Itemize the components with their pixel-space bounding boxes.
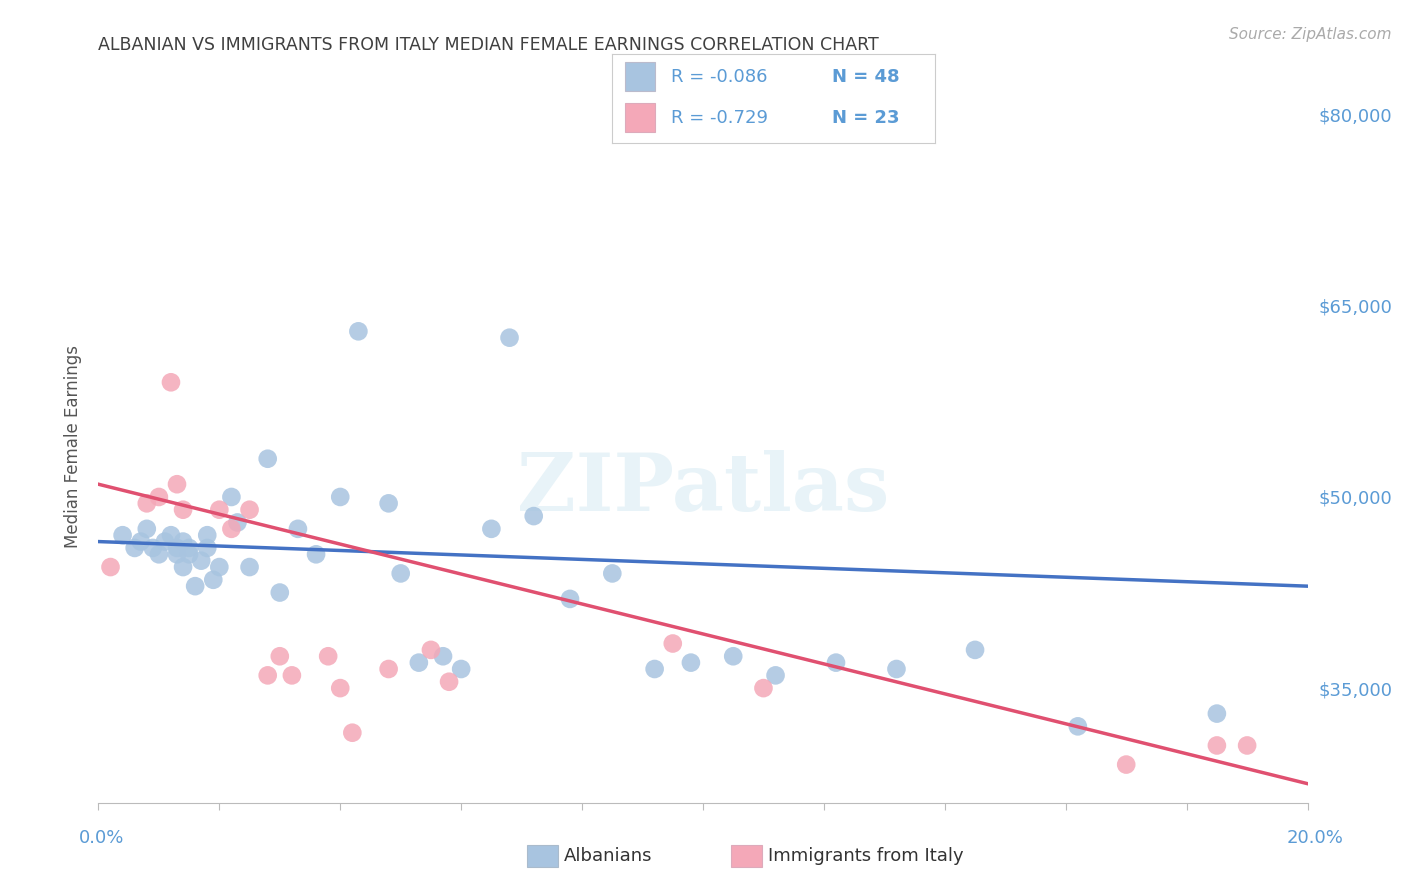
Point xyxy=(195,528,218,542)
Point xyxy=(172,560,194,574)
Y-axis label: Median Female Earnings: Median Female Earnings xyxy=(63,344,82,548)
Point xyxy=(408,656,430,670)
Point xyxy=(166,477,188,491)
Point xyxy=(190,554,212,568)
Text: ALBANIAN VS IMMIGRANTS FROM ITALY MEDIAN FEMALE EARNINGS CORRELATION CHART: ALBANIAN VS IMMIGRANTS FROM ITALY MEDIAN… xyxy=(98,36,879,54)
Point xyxy=(420,643,443,657)
Text: 0.0%: 0.0% xyxy=(79,829,124,847)
Point xyxy=(523,509,546,524)
Point xyxy=(679,656,702,670)
Point xyxy=(148,547,170,561)
Point xyxy=(100,560,122,574)
Point xyxy=(825,656,848,670)
Point xyxy=(256,668,278,682)
Point xyxy=(602,566,624,581)
FancyBboxPatch shape xyxy=(624,103,655,132)
Point xyxy=(1115,757,1137,772)
Point xyxy=(281,668,304,682)
Point xyxy=(432,649,454,664)
Point xyxy=(886,662,908,676)
Text: ZIPatlas: ZIPatlas xyxy=(517,450,889,528)
Point xyxy=(644,662,666,676)
Point xyxy=(1067,719,1090,733)
Point xyxy=(166,547,188,561)
Point xyxy=(221,522,243,536)
Point xyxy=(160,376,183,390)
Point xyxy=(1206,739,1229,753)
Point xyxy=(221,490,243,504)
Point xyxy=(437,674,460,689)
Point xyxy=(377,496,399,510)
Point xyxy=(316,649,339,664)
Text: Source: ZipAtlas.com: Source: ZipAtlas.com xyxy=(1229,27,1392,42)
Point xyxy=(208,560,231,574)
Point xyxy=(195,541,218,555)
Point xyxy=(498,331,520,345)
Point xyxy=(342,725,364,739)
Text: Immigrants from Italy: Immigrants from Italy xyxy=(768,847,963,865)
Point xyxy=(269,649,291,664)
Point xyxy=(239,502,262,516)
Point xyxy=(179,541,201,555)
Point xyxy=(287,522,309,536)
Point xyxy=(965,643,987,657)
Point xyxy=(239,560,262,574)
Point xyxy=(153,534,176,549)
Point xyxy=(752,681,775,695)
Point xyxy=(129,534,152,549)
Point xyxy=(184,579,207,593)
Point xyxy=(148,490,170,504)
Point xyxy=(1236,739,1258,753)
Text: R = -0.086: R = -0.086 xyxy=(672,68,768,86)
Point xyxy=(347,324,370,338)
Text: 20.0%: 20.0% xyxy=(1286,829,1343,847)
Text: R = -0.729: R = -0.729 xyxy=(672,109,769,127)
Point xyxy=(160,528,183,542)
Point xyxy=(329,681,352,695)
Text: Albanians: Albanians xyxy=(564,847,652,865)
Point xyxy=(450,662,472,676)
Point xyxy=(389,566,412,581)
Point xyxy=(135,522,157,536)
Point xyxy=(166,541,188,555)
Text: N = 23: N = 23 xyxy=(831,109,898,127)
Point xyxy=(723,649,745,664)
FancyBboxPatch shape xyxy=(624,62,655,91)
Point xyxy=(558,591,581,606)
Point xyxy=(179,547,201,561)
Point xyxy=(256,451,278,466)
Point xyxy=(111,528,134,542)
Point xyxy=(662,636,685,650)
Point xyxy=(226,516,249,530)
Point xyxy=(765,668,787,682)
Point xyxy=(172,502,194,516)
Point xyxy=(269,585,291,599)
Text: N = 48: N = 48 xyxy=(831,68,898,86)
Point xyxy=(1206,706,1229,721)
Point xyxy=(142,541,165,555)
Point xyxy=(124,541,146,555)
Point xyxy=(172,534,194,549)
Point xyxy=(481,522,503,536)
Point xyxy=(135,496,157,510)
Point xyxy=(305,547,328,561)
Point xyxy=(202,573,225,587)
Point xyxy=(377,662,399,676)
Point xyxy=(208,502,231,516)
Point xyxy=(329,490,352,504)
